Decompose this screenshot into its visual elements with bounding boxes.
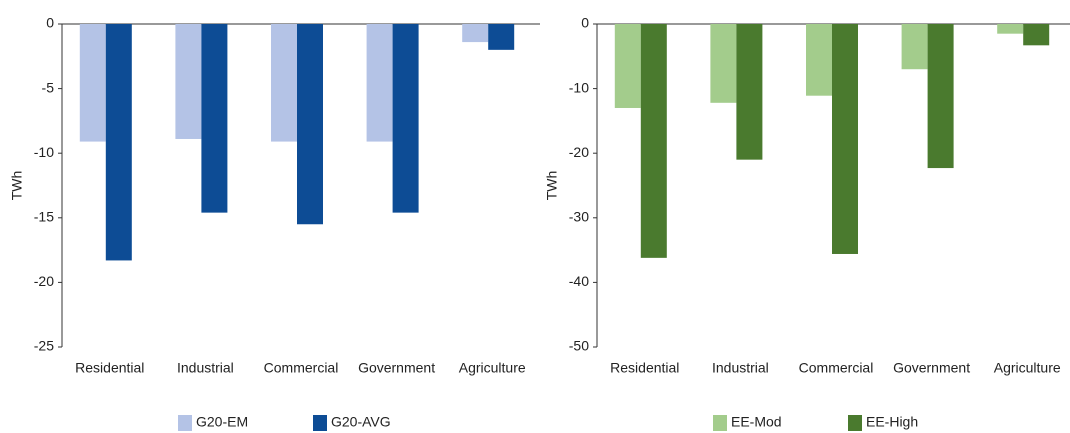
x-tick-label: Residential [610, 360, 679, 376]
x-tick-label: Industrial [712, 360, 769, 376]
bar [488, 24, 515, 50]
bar [201, 24, 228, 213]
bar [832, 24, 858, 254]
bar [1023, 24, 1050, 46]
y-tick-label: -30 [569, 209, 589, 225]
y-tick-label: 0 [46, 15, 54, 31]
y-tick-label: -20 [569, 144, 589, 160]
y-tick-label: -5 [42, 79, 55, 95]
bar [927, 24, 954, 169]
bar [901, 24, 928, 70]
bar [175, 24, 202, 139]
bar [79, 24, 106, 142]
x-tick-label: Agriculture [994, 360, 1061, 376]
bar [366, 24, 393, 142]
legend-label: G20-EM [196, 414, 248, 430]
x-tick-label: Commercial [799, 360, 874, 376]
bar [736, 24, 763, 160]
legend-label: G20-AVG [331, 414, 391, 430]
bar [614, 24, 641, 108]
y-axis-label: TWh [544, 171, 560, 201]
y-tick-label: -25 [34, 338, 54, 354]
legend-label: EE-High [866, 414, 918, 430]
y-axis-label: TWh [9, 171, 25, 201]
legend-swatch [313, 415, 327, 431]
legend-swatch [848, 415, 862, 431]
y-tick-label: 0 [581, 15, 589, 31]
y-tick-label: -40 [569, 273, 589, 289]
x-tick-label: Government [358, 360, 435, 376]
y-tick-label: -10 [569, 79, 589, 95]
x-tick-label: Government [893, 360, 970, 376]
bar [105, 24, 132, 261]
x-tick-label: Residential [75, 360, 144, 376]
bar [392, 24, 419, 213]
bar [640, 24, 667, 258]
x-tick-label: Industrial [177, 360, 234, 376]
y-tick-label: -15 [34, 209, 54, 225]
y-tick-label: -10 [34, 144, 54, 160]
legend-label: EE-Mod [731, 414, 782, 430]
bar [806, 24, 832, 96]
y-tick-label: -20 [34, 273, 54, 289]
x-tick-label: Commercial [264, 360, 339, 376]
legend-swatch [713, 415, 727, 431]
x-tick-label: Agriculture [459, 360, 526, 376]
bar [462, 24, 489, 43]
bar [271, 24, 297, 142]
legend-swatch [178, 415, 192, 431]
y-tick-label: -50 [569, 338, 589, 354]
bar [997, 24, 1024, 34]
bar [710, 24, 737, 103]
bar [297, 24, 323, 225]
